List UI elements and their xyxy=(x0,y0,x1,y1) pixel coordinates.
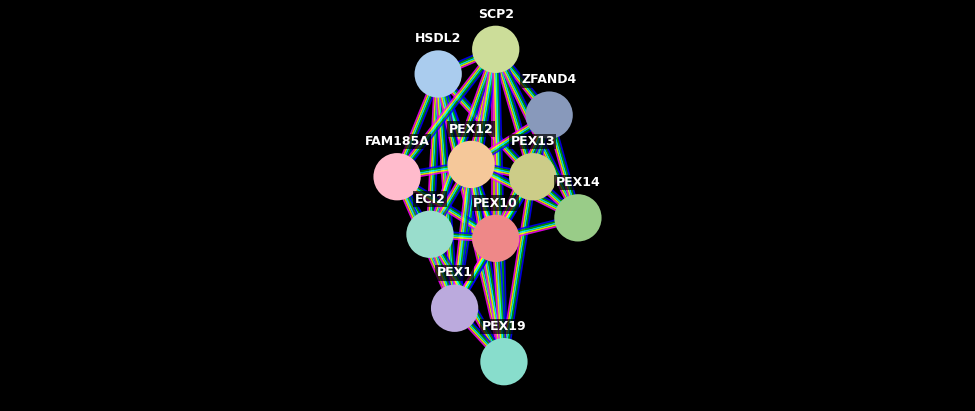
Circle shape xyxy=(408,212,452,257)
Circle shape xyxy=(415,51,461,97)
Circle shape xyxy=(526,92,571,138)
Text: ECI2: ECI2 xyxy=(414,192,446,206)
Circle shape xyxy=(473,27,519,72)
Text: SCP2: SCP2 xyxy=(478,7,514,21)
Text: PEX10: PEX10 xyxy=(473,196,518,210)
Text: PEX13: PEX13 xyxy=(510,135,555,148)
Text: PEX12: PEX12 xyxy=(448,122,493,136)
Text: PEX14: PEX14 xyxy=(556,176,601,189)
Text: PEX1: PEX1 xyxy=(437,266,473,279)
Text: FAM185A: FAM185A xyxy=(365,135,430,148)
Circle shape xyxy=(510,154,556,199)
Text: PEX19: PEX19 xyxy=(482,320,526,333)
Circle shape xyxy=(473,216,519,261)
Text: ZFAND4: ZFAND4 xyxy=(522,73,577,86)
Circle shape xyxy=(432,286,477,331)
Circle shape xyxy=(482,339,526,384)
Circle shape xyxy=(556,195,601,240)
Circle shape xyxy=(448,142,493,187)
Circle shape xyxy=(374,154,419,199)
Text: HSDL2: HSDL2 xyxy=(415,32,461,45)
